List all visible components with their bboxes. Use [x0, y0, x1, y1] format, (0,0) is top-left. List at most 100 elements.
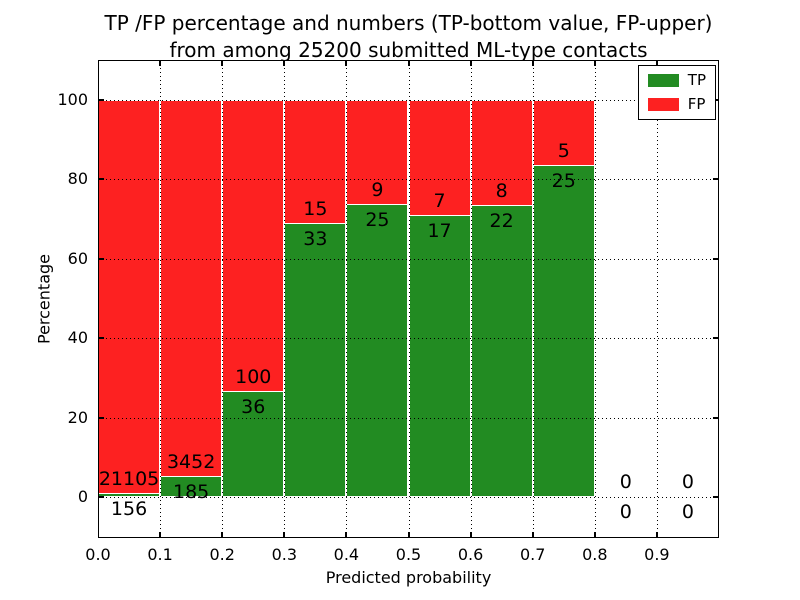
tp-count-label: 0 [681, 501, 694, 523]
x-tick-top [283, 60, 286, 66]
bar-fp-segment [222, 100, 285, 392]
bar-tp-segment [408, 215, 471, 497]
x-tick-top [593, 60, 596, 66]
legend-label-tp: TP [687, 71, 706, 89]
bar-fp-segment [346, 100, 409, 206]
x-tick-label: 0.2 [209, 545, 235, 564]
y-tick-label: 20 [67, 407, 88, 427]
fp-count-label: 5 [557, 140, 570, 163]
y-tick-left [98, 496, 104, 498]
x-tick-top [531, 60, 534, 66]
x-tick-bottom [345, 532, 348, 538]
fp-count-label: 9 [371, 179, 384, 202]
x-gridline [594, 60, 596, 538]
x-tick-label: 0.7 [519, 545, 546, 564]
tp-count-label: 17 [427, 219, 452, 242]
y-tick-right [713, 496, 719, 498]
y-tick-right [713, 416, 719, 419]
legend-entry-tp: TP [647, 71, 706, 89]
fp-count-label: 7 [433, 189, 446, 212]
tp-count-label: 156 [110, 498, 148, 521]
x-tick-bottom [221, 532, 224, 538]
fp-count-label: 100 [235, 365, 272, 388]
x-tick-bottom [283, 532, 286, 538]
x-tick-top [159, 60, 162, 66]
legend-swatch-tp-icon [647, 74, 679, 87]
x-tick-top [469, 60, 472, 66]
x-gridline [160, 60, 162, 538]
fp-count-label: 0 [681, 471, 694, 493]
y-tick-right [713, 337, 719, 340]
bar-fp-segment [532, 100, 595, 167]
y-tick-label: 60 [67, 248, 88, 268]
tp-count-label: 185 [173, 480, 210, 503]
y-tick-label: 100 [57, 90, 88, 109]
x-gridline [284, 60, 286, 538]
chart-title-line1: TP /FP percentage and numbers (TP-bottom… [104, 11, 713, 35]
legend-entry-fp: FP [647, 95, 706, 113]
tp-count-label: 33 [303, 228, 328, 251]
x-tick-top [221, 60, 224, 66]
y-tick-left [98, 416, 104, 419]
x-tick-top [345, 60, 348, 66]
tp-count-label: 0 [619, 501, 632, 523]
y-tick-left [98, 99, 104, 101]
tp-count-label: 25 [551, 170, 576, 193]
x-gridline [408, 60, 410, 538]
x-tick-label: 0.3 [271, 545, 298, 564]
bar-fp-segment [408, 100, 471, 216]
bar-fp-segment [98, 100, 161, 495]
x-axis-label: Predicted probability [325, 568, 492, 587]
y-tick-right [713, 178, 719, 181]
x-tick-bottom [469, 532, 472, 538]
x-tick-bottom [531, 532, 534, 538]
x-tick-bottom [407, 532, 410, 538]
y-tick-right [713, 99, 719, 101]
legend-label-fp: FP [687, 95, 706, 113]
bar-tp-segment [470, 205, 533, 497]
bar-tp-segment [222, 391, 285, 497]
tp-count-label: 25 [365, 209, 390, 232]
x-tick-label: 0.0 [85, 545, 111, 564]
x-gridline [656, 60, 658, 538]
x-tick-top [407, 60, 410, 66]
x-gridline [532, 60, 534, 538]
bar-fp-segment [470, 100, 533, 206]
x-tick-label: 0.4 [333, 545, 360, 564]
tp-count-label: 36 [241, 395, 266, 418]
y-tick-right [713, 257, 719, 260]
x-gridline [346, 60, 348, 538]
bar-tp-segment [284, 224, 347, 497]
y-tick-left [98, 337, 104, 340]
fp-count-label: 3452 [166, 450, 216, 473]
y-tick-label: 80 [67, 169, 88, 189]
y-tick-label: 40 [67, 328, 88, 348]
x-tick-bottom [593, 532, 596, 538]
tp-count-label: 22 [489, 209, 514, 232]
x-tick-label: 0.8 [582, 545, 608, 564]
y-tick-label: 0 [77, 487, 88, 506]
bar-fp-segment [160, 100, 223, 477]
x-tick-label: 0.1 [147, 545, 173, 564]
y-tick-left [98, 178, 104, 181]
x-gridline [222, 60, 224, 538]
fp-count-label: 8 [495, 179, 508, 202]
x-tick-bottom [159, 532, 162, 538]
x-tick-bottom [655, 532, 658, 538]
y-tick-left [98, 257, 104, 260]
bar-tp-segment [532, 166, 595, 497]
chart-title: TP /FP percentage and numbers (TP-bottom… [98, 10, 719, 64]
chart-title-line2: from among 25200 submitted ML-type conta… [169, 38, 648, 62]
plot-area: TP FP 21105 156 3452 185 100 36 15 33 9 25 7 17 8 22 5… [98, 60, 719, 538]
legend-swatch-fp-icon [647, 98, 679, 111]
x-tick-label: 0.6 [457, 545, 484, 564]
bar-tp-segment [346, 205, 409, 497]
fp-count-label: 0 [619, 471, 632, 493]
fp-count-label: 15 [303, 198, 328, 221]
legend: TP FP [637, 65, 716, 120]
x-tick-top [655, 60, 658, 66]
x-tick-label: 0.9 [644, 545, 670, 564]
x-gridline [470, 60, 472, 538]
fp-count-label: 21105 [98, 468, 160, 491]
